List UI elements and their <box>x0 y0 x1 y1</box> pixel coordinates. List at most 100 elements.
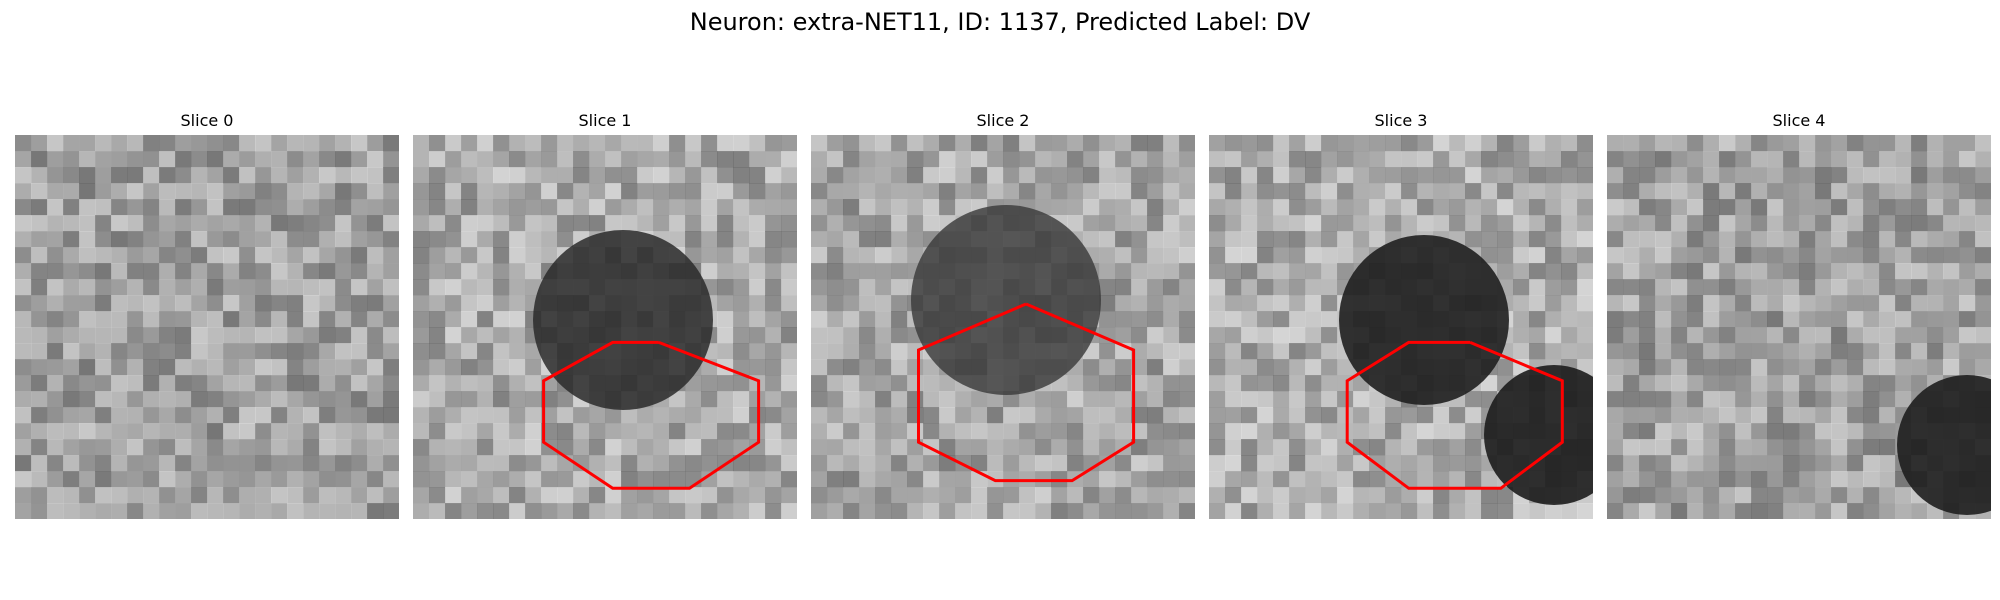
image-pixel <box>1847 327 1864 344</box>
image-pixel <box>1131 183 1148 200</box>
image-pixel <box>1115 279 1132 296</box>
image-pixel <box>79 423 96 440</box>
image-pixel <box>1767 183 1784 200</box>
image-pixel <box>175 199 192 216</box>
image-pixel <box>127 247 144 264</box>
image-pixel <box>1639 199 1656 216</box>
image-pixel <box>429 247 446 264</box>
image-pixel <box>1719 327 1736 344</box>
image-pixel <box>15 343 32 360</box>
image-pixel <box>1051 167 1068 184</box>
image-pixel <box>749 199 766 216</box>
image-pixel <box>335 407 352 424</box>
image-pixel <box>955 423 972 440</box>
image-pixel <box>461 183 478 200</box>
image-pixel <box>1321 231 1338 248</box>
image-pixel <box>1529 151 1546 168</box>
image-pixel <box>509 135 526 152</box>
image-pixel <box>1751 503 1768 519</box>
image-pixel <box>47 439 64 456</box>
image-pixel <box>843 455 860 472</box>
image-pixel <box>923 455 940 472</box>
image-pixel <box>1241 215 1258 232</box>
image-pixel <box>781 295 797 312</box>
image-pixel <box>1943 279 1960 296</box>
image-pixel <box>1163 343 1180 360</box>
image-pixel <box>63 487 80 504</box>
image-pixel <box>1895 247 1912 264</box>
image-pixel <box>1735 471 1752 488</box>
image-pixel <box>1959 247 1976 264</box>
image-pixel <box>335 455 352 472</box>
image-pixel <box>271 423 288 440</box>
image-pixel <box>1911 215 1928 232</box>
image-pixel <box>1305 135 1322 152</box>
image-pixel <box>1209 247 1226 264</box>
image-pixel <box>1115 183 1132 200</box>
image-pixel <box>1083 503 1100 519</box>
image-pixel <box>1305 455 1322 472</box>
image-pixel <box>1735 407 1752 424</box>
image-pixel <box>1607 167 1624 184</box>
image-pixel <box>223 135 240 152</box>
image-pixel <box>1561 167 1578 184</box>
image-pixel <box>1783 503 1800 519</box>
image-pixel <box>1623 263 1640 280</box>
image-pixel <box>1131 247 1148 264</box>
image-pixel <box>95 279 112 296</box>
image-pixel <box>477 359 494 376</box>
image-pixel <box>1337 391 1354 408</box>
image-pixel <box>1895 295 1912 312</box>
image-pixel <box>1003 503 1020 519</box>
image-pixel <box>859 135 876 152</box>
image-pixel <box>1131 167 1148 184</box>
image-pixel <box>1147 455 1164 472</box>
image-pixel <box>1607 487 1624 504</box>
image-pixel <box>1671 375 1688 392</box>
image-pixel <box>1815 375 1832 392</box>
image-pixel <box>1257 503 1274 519</box>
image-pixel <box>351 359 368 376</box>
image-pixel <box>1241 343 1258 360</box>
image-pixel <box>1257 439 1274 456</box>
image-pixel <box>1147 391 1164 408</box>
image-pixel <box>1337 247 1354 264</box>
image-pixel <box>621 199 638 216</box>
image-pixel <box>175 423 192 440</box>
image-pixel <box>1623 391 1640 408</box>
image-pixel <box>1703 471 1720 488</box>
image-pixel <box>1799 311 1816 328</box>
image-pixel <box>79 183 96 200</box>
image-pixel <box>1337 199 1354 216</box>
image-pixel <box>1735 343 1752 360</box>
image-pixel <box>557 167 574 184</box>
image-pixel <box>31 391 48 408</box>
image-pixel <box>1497 183 1514 200</box>
image-pixel <box>1879 327 1896 344</box>
image-pixel <box>335 487 352 504</box>
image-pixel <box>811 183 828 200</box>
image-pixel <box>1863 215 1880 232</box>
image-pixel <box>367 151 384 168</box>
image-pixel <box>1879 167 1896 184</box>
image-pixel <box>127 423 144 440</box>
image-pixel <box>1321 359 1338 376</box>
image-pixel <box>1353 423 1370 440</box>
image-pixel <box>1577 295 1593 312</box>
image-pixel <box>1545 231 1562 248</box>
image-pixel <box>461 375 478 392</box>
image-pixel <box>1975 343 1991 360</box>
image-pixel <box>1257 279 1274 296</box>
image-pixel <box>239 167 256 184</box>
image-pixel <box>1401 407 1418 424</box>
image-pixel <box>1257 359 1274 376</box>
image-pixel <box>303 327 320 344</box>
image-pixel <box>1975 327 1991 344</box>
image-pixel <box>573 407 590 424</box>
image-pixel <box>271 183 288 200</box>
image-pixel <box>207 247 224 264</box>
image-pixel <box>1257 343 1274 360</box>
image-pixel <box>733 199 750 216</box>
image-pixel <box>509 231 526 248</box>
image-pixel <box>79 503 96 519</box>
